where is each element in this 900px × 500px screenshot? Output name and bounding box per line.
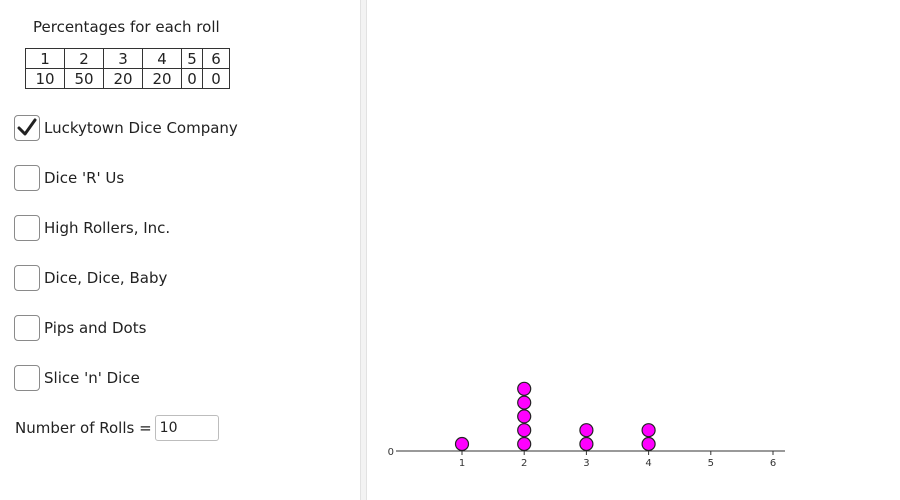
percentage-cell: 10 [25, 68, 65, 89]
company-label: Dice, Dice, Baby [44, 269, 168, 287]
company-option-luckytown[interactable]: Luckytown Dice Company [14, 114, 238, 142]
company-option-dice-dice-baby[interactable]: Dice, Dice, Baby [14, 264, 167, 292]
company-option-slice-n-dice[interactable]: Slice 'n' Dice [14, 364, 140, 392]
checkmark-icon [17, 118, 37, 136]
number-of-rolls: Number of Rolls = [15, 414, 219, 442]
data-point [641, 436, 656, 452]
face-cell: 3 [103, 48, 143, 69]
face-cell: 6 [202, 48, 230, 69]
percentage-cell: 0 [202, 68, 230, 89]
checkbox[interactable] [14, 265, 40, 291]
data-point [517, 395, 532, 410]
company-option-pips-and-dots[interactable]: Pips and Dots [14, 314, 146, 342]
x-tick-label: 3 [583, 458, 589, 469]
x-tick-label: 6 [770, 458, 776, 469]
percentages-table: 1 2 3 4 5 6 10 50 20 20 0 0 [25, 48, 230, 89]
checkbox[interactable] [14, 315, 40, 341]
data-point [641, 423, 656, 438]
x-tick-label: 4 [645, 458, 651, 469]
data-point [517, 423, 532, 438]
graphics-panel: 0 1 2 3 4 5 6 [367, 0, 900, 500]
x-tick-label: 5 [708, 458, 714, 469]
face-cell: 1 [25, 48, 65, 69]
company-label: Pips and Dots [44, 319, 147, 337]
rolls-input[interactable] [154, 415, 219, 441]
percentages-row: 10 50 20 20 0 0 [25, 68, 230, 89]
data-point [517, 381, 532, 396]
company-label: High Rollers, Inc. [44, 219, 171, 237]
y-tick-label: 0 [388, 447, 394, 458]
checkbox[interactable] [14, 365, 40, 391]
rolls-label: Number of Rolls = [15, 419, 152, 437]
checkbox[interactable] [14, 215, 40, 241]
percentage-cell: 20 [103, 68, 143, 89]
company-label: Luckytown Dice Company [44, 119, 238, 137]
company-option-dice-r-us[interactable]: Dice 'R' Us [14, 164, 124, 192]
company-label: Dice 'R' Us [44, 169, 125, 187]
data-point [454, 436, 470, 452]
x-tick-label: 1 [459, 458, 465, 469]
checkbox[interactable] [14, 115, 40, 141]
checkbox[interactable] [14, 165, 40, 191]
data-point [579, 423, 594, 438]
table-title: Percentages for each roll [33, 18, 220, 36]
faces-row: 1 2 3 4 5 6 [25, 48, 230, 69]
company-option-high-rollers[interactable]: High Rollers, Inc. [14, 214, 170, 242]
panel-divider [360, 0, 367, 500]
percentage-cell: 50 [64, 68, 104, 89]
face-cell: 4 [142, 48, 182, 69]
dot-plot: 0 1 2 3 4 5 6 [388, 381, 785, 469]
percentage-cell: 0 [181, 68, 203, 89]
data-point [517, 436, 532, 452]
controls-panel: Percentages for each roll 1 2 3 4 5 6 10… [0, 0, 360, 500]
x-tick-label: 2 [521, 458, 527, 469]
data-point [517, 409, 532, 424]
percentage-cell: 20 [142, 68, 182, 89]
face-cell: 5 [181, 48, 203, 69]
face-cell: 2 [64, 48, 104, 69]
company-label: Slice 'n' Dice [44, 369, 140, 387]
data-point [579, 436, 594, 452]
